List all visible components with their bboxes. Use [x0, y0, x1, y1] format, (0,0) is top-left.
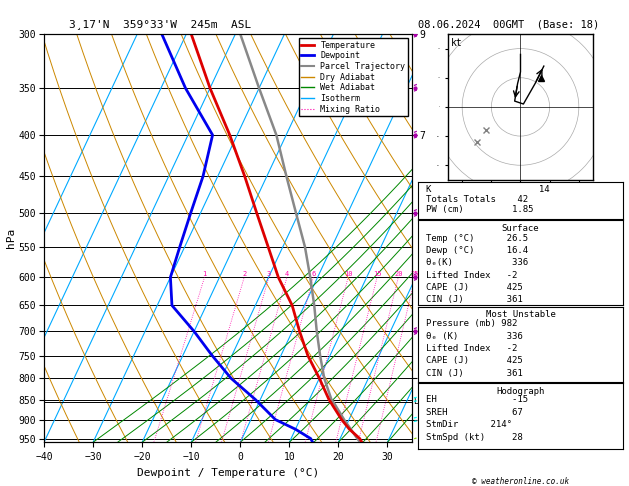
- Text: θₑ (K)         336: θₑ (K) 336: [426, 332, 523, 341]
- Text: 1: 1: [203, 271, 206, 278]
- Text: PW (cm)         1.85: PW (cm) 1.85: [426, 205, 534, 214]
- Text: Dewp (°C)      16.4: Dewp (°C) 16.4: [426, 246, 528, 255]
- Text: EH              -15: EH -15: [426, 395, 528, 404]
- Text: © weatheronline.co.uk: © weatheronline.co.uk: [472, 477, 569, 486]
- Text: 25: 25: [411, 271, 420, 278]
- Text: 6: 6: [311, 271, 315, 278]
- Text: LCL: LCL: [413, 397, 428, 406]
- Text: Surface: Surface: [502, 225, 539, 233]
- Text: CAPE (J)       425: CAPE (J) 425: [426, 356, 523, 365]
- Text: θₑ(K)           336: θₑ(K) 336: [426, 259, 528, 267]
- Text: 08.06.2024  00GMT  (Base: 18): 08.06.2024 00GMT (Base: 18): [418, 19, 599, 29]
- Text: 3¸17'N  359°33'W  245m  ASL: 3¸17'N 359°33'W 245m ASL: [69, 19, 252, 29]
- X-axis label: Dewpoint / Temperature (°C): Dewpoint / Temperature (°C): [137, 468, 319, 478]
- Text: Totals Totals    42: Totals Totals 42: [426, 195, 528, 204]
- Text: CAPE (J)       425: CAPE (J) 425: [426, 283, 523, 292]
- Text: Temp (°C)      26.5: Temp (°C) 26.5: [426, 234, 528, 243]
- Text: StmDir      214°: StmDir 214°: [426, 420, 513, 429]
- Text: CIN (J)        361: CIN (J) 361: [426, 295, 523, 304]
- Text: 4: 4: [285, 271, 289, 278]
- Text: K                    14: K 14: [426, 185, 550, 194]
- Text: 15: 15: [373, 271, 381, 278]
- Text: Lifted Index   -2: Lifted Index -2: [426, 271, 518, 280]
- Text: Pressure (mb) 982: Pressure (mb) 982: [426, 319, 518, 329]
- Text: 20: 20: [394, 271, 403, 278]
- Y-axis label: km
ASL: km ASL: [428, 229, 450, 247]
- Text: Hodograph: Hodograph: [496, 387, 545, 396]
- Text: CIN (J)        361: CIN (J) 361: [426, 368, 523, 378]
- Text: 2: 2: [242, 271, 247, 278]
- Text: StmSpd (kt)     28: StmSpd (kt) 28: [426, 433, 523, 442]
- Y-axis label: hPa: hPa: [6, 228, 16, 248]
- Text: Lifted Index   -2: Lifted Index -2: [426, 344, 518, 353]
- Text: kt: kt: [450, 38, 462, 49]
- Text: SREH            67: SREH 67: [426, 408, 523, 417]
- Text: 3: 3: [267, 271, 271, 278]
- Legend: Temperature, Dewpoint, Parcel Trajectory, Dry Adiabat, Wet Adiabat, Isotherm, Mi: Temperature, Dewpoint, Parcel Trajectory…: [299, 38, 408, 116]
- Text: 10: 10: [344, 271, 352, 278]
- Text: Most Unstable: Most Unstable: [486, 311, 555, 319]
